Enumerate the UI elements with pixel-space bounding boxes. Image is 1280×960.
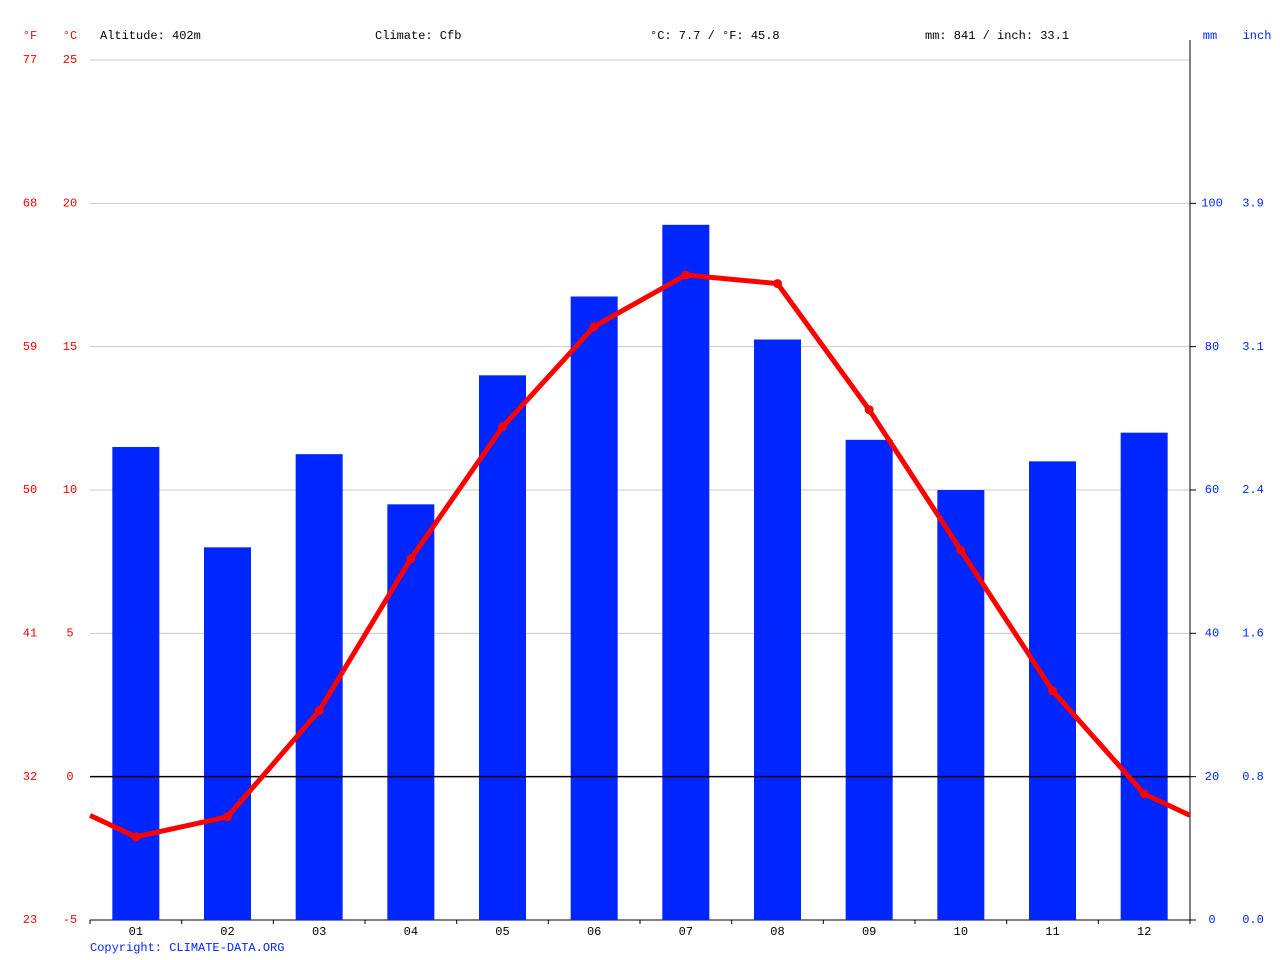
temp-point (681, 270, 691, 280)
precip-bar (479, 375, 526, 920)
y2-tick-label: 20 (1205, 770, 1219, 784)
y-tick-label-f: 59 (23, 340, 37, 354)
y-tick-label-f: 50 (23, 483, 37, 497)
y2-tick-label: 60 (1205, 483, 1219, 497)
temp-point (1139, 789, 1149, 799)
header-temp: °C: 7.7 / °F: 45.8 (650, 29, 780, 43)
temp-point (498, 422, 507, 432)
temp-point (1048, 686, 1057, 696)
y-tick-label-f: 32 (23, 770, 37, 784)
y2-tick-label: 0 (1208, 913, 1215, 927)
x-tick-label: 05 (495, 925, 509, 939)
precip-bar (570, 296, 618, 920)
y2-tick-label-inch: 3.9 (1242, 197, 1264, 211)
precip-bar (112, 447, 160, 920)
y-tick-label: 10 (63, 483, 77, 497)
x-tick-label: 11 (1045, 925, 1059, 939)
y2-tick-label: 40 (1205, 627, 1219, 641)
axis-label-mm: mm (1203, 29, 1217, 43)
precip-bar (387, 504, 435, 920)
y-tick-label-f: 41 (23, 627, 37, 641)
axis-label-c: °C (63, 29, 77, 43)
y-tick-label: 20 (63, 197, 77, 211)
precip-bar (1120, 432, 1168, 920)
x-tick-label: 02 (220, 925, 234, 939)
x-tick-label: 12 (1137, 925, 1151, 939)
y2-tick-label-inch: 0.0 (1242, 913, 1264, 927)
y2-tick-label-inch: 1.6 (1242, 627, 1264, 641)
precip-bar (662, 224, 710, 921)
y2-tick-label: 100 (1201, 197, 1223, 211)
temp-point (589, 322, 599, 332)
x-tick-label: 07 (679, 925, 693, 939)
y2-tick-label: 80 (1205, 340, 1219, 354)
y2-tick-label-inch: 2.4 (1242, 483, 1264, 497)
temp-point (131, 832, 141, 842)
y-tick-label: 5 (66, 627, 73, 641)
x-tick-label: 04 (404, 925, 418, 939)
x-tick-label: 03 (312, 925, 326, 939)
header-climate: Climate: Cfb (375, 29, 461, 43)
header-precip: mm: 841 / inch: 33.1 (925, 29, 1069, 43)
y-tick-label: 0 (66, 770, 73, 784)
temp-point (314, 706, 324, 716)
temp-point (223, 812, 232, 822)
y-tick-label-f: 77 (23, 53, 37, 67)
temp-point (406, 554, 416, 564)
x-tick-label: 08 (770, 925, 784, 939)
y-tick-label-f: 23 (23, 913, 37, 927)
y-tick-label: -5 (63, 913, 77, 927)
precip-bar (845, 439, 893, 920)
temp-point (773, 279, 782, 289)
temp-line (88, 272, 1192, 840)
y-tick-label: 15 (63, 340, 77, 354)
precip-bar (204, 547, 251, 920)
temp-point (956, 545, 966, 555)
y-tick-label-f: 68 (23, 197, 37, 211)
precip-bar (937, 490, 985, 920)
copyright: Copyright: CLIMATE-DATA.ORG (90, 941, 284, 955)
precip-bar (754, 339, 801, 920)
y-tick-label: 25 (63, 53, 77, 67)
x-tick-label: 09 (862, 925, 876, 939)
temp-point (864, 405, 874, 415)
y2-tick-label-inch: 3.1 (1242, 340, 1264, 354)
x-tick-label: 06 (587, 925, 601, 939)
header-altitude: Altitude: 402m (100, 29, 201, 43)
axis-label-inch: inch (1243, 29, 1272, 43)
y2-tick-label-inch: 0.8 (1242, 770, 1264, 784)
axis-label-f: °F (23, 29, 37, 43)
x-tick-label: 01 (129, 925, 143, 939)
x-tick-label: 10 (954, 925, 968, 939)
